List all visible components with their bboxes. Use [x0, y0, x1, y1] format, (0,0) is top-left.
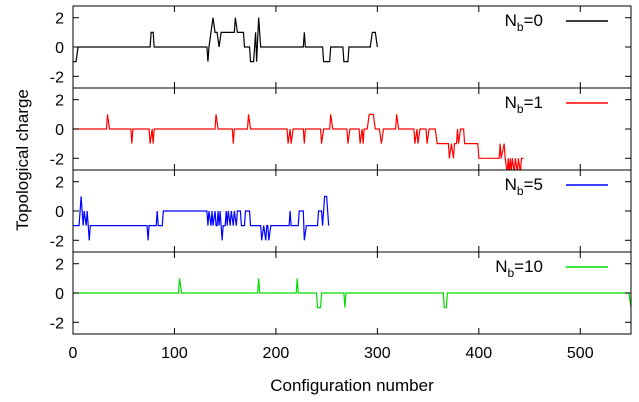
y-tick-label: -2 [50, 315, 64, 332]
x-tick-label: 500 [567, 345, 594, 362]
series-line [73, 17, 378, 63]
y-tick-label: 2 [55, 257, 64, 274]
x-tick-label: 200 [263, 345, 290, 362]
y-tick-label: -2 [50, 69, 64, 86]
legend-label: Nb=1 [505, 93, 543, 116]
x-tick-label: 400 [465, 345, 492, 362]
panel-nb-10: -2 0 2 Nb=10 [50, 251, 632, 335]
legend-label: Nb=5 [505, 175, 543, 198]
x-tick-label: 100 [161, 345, 188, 362]
panel-nb-0: -2 0 2 Nb=0 [50, 5, 632, 89]
chart-panels: -2 0 2 Nb=0 -2 0 2 Nb=1 -2 0 2 Nb=5 -2 0 2 Nb=10 [50, 5, 632, 335]
y-axis-label: Topological charge [13, 89, 32, 231]
legend-label: Nb=10 [495, 257, 543, 280]
legend-label: Nb=0 [505, 11, 543, 34]
x-tick-label: 0 [69, 345, 78, 362]
y-tick-label: 2 [55, 93, 64, 110]
y-tick-label: 0 [55, 204, 64, 221]
y-tick-label: 2 [55, 11, 64, 28]
x-axis-label: Configuration number [270, 376, 434, 395]
series-line [73, 113, 524, 170]
x-tick-label: 300 [364, 345, 391, 362]
series-line [73, 195, 330, 241]
series-line [73, 278, 631, 309]
y-tick-label: -2 [50, 151, 64, 168]
y-tick-label: -2 [50, 233, 64, 250]
y-tick-label: 0 [55, 286, 64, 303]
y-tick-label: 2 [55, 175, 64, 192]
y-tick-label: 0 [55, 122, 64, 139]
panel-nb-5: -2 0 2 Nb=5 [50, 169, 632, 253]
x-axis-tick-labels: 0 100 200 300 400 500 [69, 345, 594, 362]
y-tick-label: 0 [55, 40, 64, 57]
panel-nb-1: -2 0 2 Nb=1 [50, 87, 632, 171]
